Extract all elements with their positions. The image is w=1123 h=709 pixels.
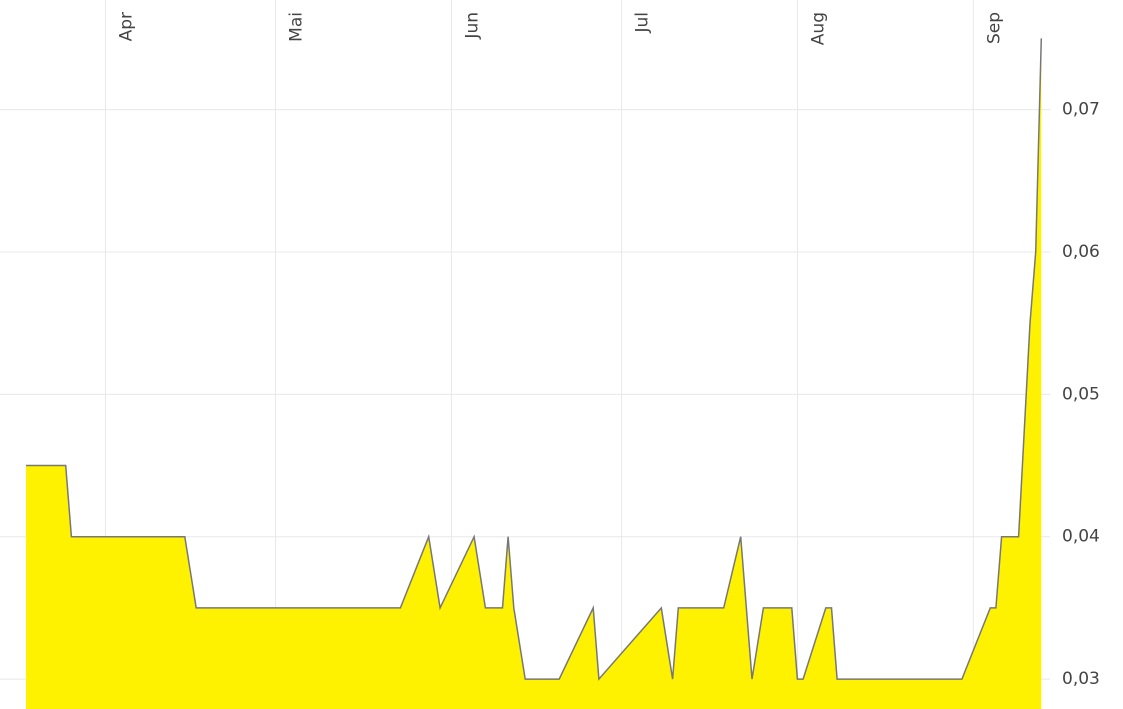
y-tick-label: 0,03 bbox=[1062, 669, 1100, 689]
x-tick-label: Apr bbox=[116, 12, 136, 41]
area-fill bbox=[26, 38, 1042, 709]
x-tick-label: Aug bbox=[808, 12, 828, 45]
x-tick-label: Jul bbox=[633, 12, 653, 34]
x-tick-label: Jun bbox=[462, 12, 482, 40]
y-tick-label: 0,04 bbox=[1062, 527, 1100, 547]
y-tick-label: 0,07 bbox=[1062, 100, 1100, 120]
area-line bbox=[26, 38, 1043, 681]
y-tick-label: 0,06 bbox=[1062, 242, 1100, 262]
x-tick-label: Sep bbox=[984, 12, 1004, 44]
y-tick-label: 0,05 bbox=[1062, 384, 1100, 404]
x-tick-label: Mai bbox=[287, 12, 307, 42]
